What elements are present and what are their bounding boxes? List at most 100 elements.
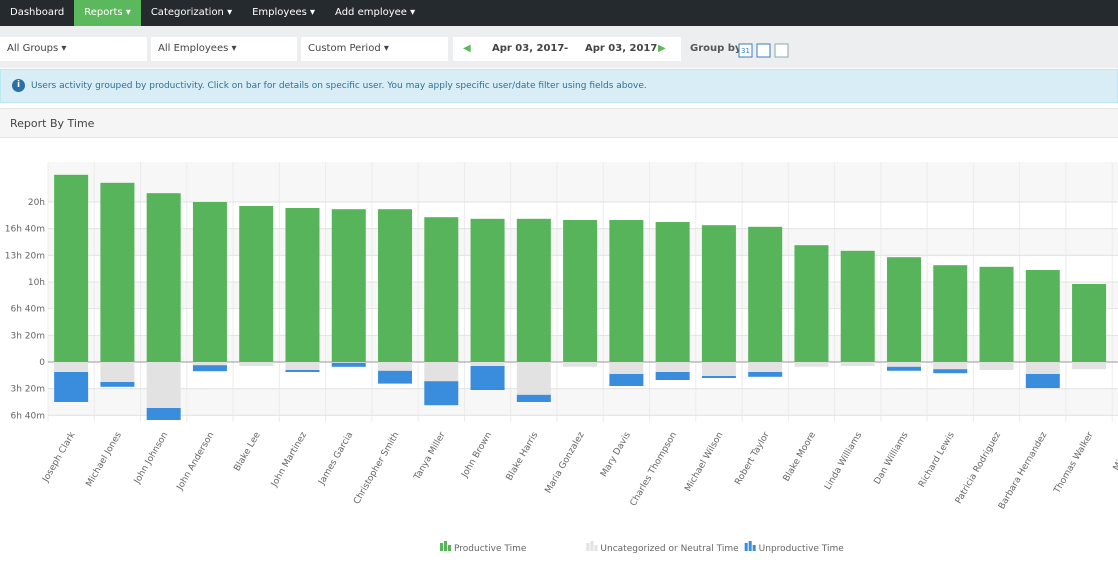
- bar-segment[interactable]: [701, 225, 736, 362]
- bar-segment[interactable]: [933, 265, 968, 362]
- bar-segment[interactable]: [933, 362, 968, 370]
- bar-segment[interactable]: [516, 394, 551, 402]
- bar-segment[interactable]: [100, 362, 135, 382]
- legend-item[interactable]: Uncategorized or Neutral Time: [586, 541, 739, 554]
- bar-segment[interactable]: [331, 362, 366, 363]
- x-tick-label: Christopher Smith: [352, 431, 401, 507]
- bar-segment[interactable]: [748, 226, 783, 362]
- filter-bar: All Groups ▾ All Employees ▾ Custom Peri…: [0, 26, 1118, 68]
- date-to[interactable]: Apr 03, 2017: [585, 43, 658, 54]
- bar-segment[interactable]: [748, 372, 783, 377]
- bar-segment[interactable]: [701, 376, 736, 378]
- bar-segment[interactable]: [748, 362, 783, 372]
- section-title: Report By Time: [10, 117, 95, 130]
- employee-select[interactable]: All Employees ▾: [151, 37, 297, 61]
- bar-segment[interactable]: [655, 222, 690, 362]
- bar-segment[interactable]: [424, 217, 459, 362]
- bar-segment[interactable]: [378, 209, 413, 362]
- bar-segment[interactable]: [192, 365, 227, 372]
- bar-segment[interactable]: [192, 362, 227, 366]
- bar-segment[interactable]: [331, 209, 366, 362]
- week-icon[interactable]: [756, 43, 771, 58]
- bar-segment[interactable]: [1025, 362, 1060, 374]
- x-tick-label: Barbara Hernandez: [997, 430, 1050, 511]
- bar-segment[interactable]: [609, 362, 644, 374]
- bar-segment[interactable]: [1072, 362, 1107, 370]
- bar-segment[interactable]: [886, 257, 921, 362]
- section-header: Report By Time: [0, 108, 1118, 138]
- bar-segment[interactable]: [285, 362, 320, 370]
- bar-segment[interactable]: [470, 362, 505, 366]
- group-by-label: Group by:: [690, 37, 745, 61]
- bar-segment[interactable]: [563, 362, 598, 367]
- bar-segment[interactable]: [979, 266, 1014, 362]
- bar-segment[interactable]: [378, 362, 413, 371]
- bar-segment[interactable]: [840, 362, 875, 366]
- bar-segment[interactable]: [146, 193, 181, 362]
- info-bar: i Users activity grouped by productivity.…: [0, 69, 1118, 103]
- bar-segment[interactable]: [470, 366, 505, 390]
- x-tick-label: Patricia Rodriguez: [954, 430, 1003, 505]
- bar-segment[interactable]: [100, 382, 135, 387]
- bar-segment[interactable]: [54, 362, 89, 372]
- bar-segment[interactable]: [1025, 270, 1060, 362]
- bar-segment[interactable]: [424, 362, 459, 382]
- legend-item[interactable]: Productive Time: [440, 541, 527, 554]
- legend-icon: [448, 545, 451, 551]
- bar-segment[interactable]: [979, 362, 1014, 370]
- period-select[interactable]: Custom Period ▾: [301, 37, 448, 61]
- month-icon[interactable]: [774, 43, 789, 58]
- bar-segment[interactable]: [239, 362, 274, 366]
- x-tick-label: Charles Thompson: [629, 431, 680, 509]
- bar-segment[interactable]: [331, 362, 366, 367]
- bar-segment[interactable]: [146, 362, 181, 408]
- x-tick-label: Michael Jones: [85, 430, 125, 488]
- bar-segment[interactable]: [192, 202, 227, 362]
- bar-segment[interactable]: [840, 250, 875, 362]
- bar-segment[interactable]: [886, 366, 921, 371]
- bar-segment[interactable]: [794, 245, 829, 362]
- bar-segment[interactable]: [54, 372, 89, 402]
- bar-segment[interactable]: [1025, 374, 1060, 388]
- next-button[interactable]: ▶: [658, 43, 666, 54]
- bar-segment[interactable]: [146, 408, 181, 420]
- bar-segment[interactable]: [54, 174, 89, 362]
- nav-item[interactable]: Add employee ▾: [335, 7, 416, 18]
- bar-segment[interactable]: [655, 362, 690, 372]
- bar-segment[interactable]: [239, 206, 274, 362]
- bar-segment[interactable]: [285, 370, 320, 372]
- bar-segment[interactable]: [933, 369, 968, 374]
- bar-segment[interactable]: [100, 182, 135, 362]
- bar-segment[interactable]: [701, 362, 736, 376]
- bar-segment[interactable]: [655, 372, 690, 380]
- prev-button[interactable]: ◀: [463, 43, 471, 54]
- date-from[interactable]: Apr 03, 2017: [492, 43, 565, 54]
- x-tick-label: Michael Wilson: [683, 431, 725, 494]
- x-tick-label: Blake Lee: [232, 430, 263, 473]
- x-tick-label: Tanya Miller: [412, 430, 448, 482]
- nav-item[interactable]: Employees ▾: [252, 7, 316, 18]
- bar-segment[interactable]: [516, 362, 551, 395]
- y-tick-label: 3h 20m: [10, 385, 45, 395]
- legend-item[interactable]: Unproductive Time: [744, 541, 845, 554]
- bar-segment[interactable]: [1072, 284, 1107, 362]
- nav-item[interactable]: Categorization ▾: [150, 7, 233, 18]
- date-range: ◀ Apr 03, 2017 - Apr 03, 2017 ▶: [453, 37, 681, 61]
- nav-item[interactable]: Dashboard: [10, 7, 65, 18]
- nav-item[interactable]: Reports ▾: [74, 0, 141, 26]
- bar-segment[interactable]: [563, 220, 598, 362]
- bar-segment[interactable]: [609, 374, 644, 386]
- info-icon: i: [12, 79, 25, 92]
- x-tick-label: Michael T: [1112, 430, 1118, 473]
- bar-segment[interactable]: [285, 208, 320, 362]
- day-icon[interactable]: [738, 43, 753, 58]
- group-select[interactable]: All Groups ▾: [0, 37, 147, 61]
- bar-segment[interactable]: [378, 370, 413, 384]
- bar-segment[interactable]: [470, 218, 505, 362]
- legend-icon: [440, 543, 443, 551]
- bar-segment[interactable]: [424, 381, 459, 406]
- bar-segment[interactable]: [609, 220, 644, 362]
- bar-segment[interactable]: [794, 362, 829, 367]
- bar-segment[interactable]: [516, 218, 551, 362]
- bar-segment[interactable]: [886, 362, 921, 367]
